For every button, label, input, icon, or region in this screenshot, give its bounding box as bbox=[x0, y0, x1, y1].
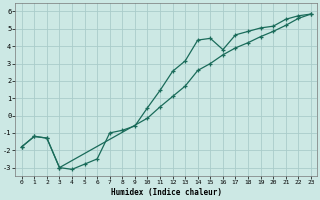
X-axis label: Humidex (Indice chaleur): Humidex (Indice chaleur) bbox=[111, 188, 222, 197]
